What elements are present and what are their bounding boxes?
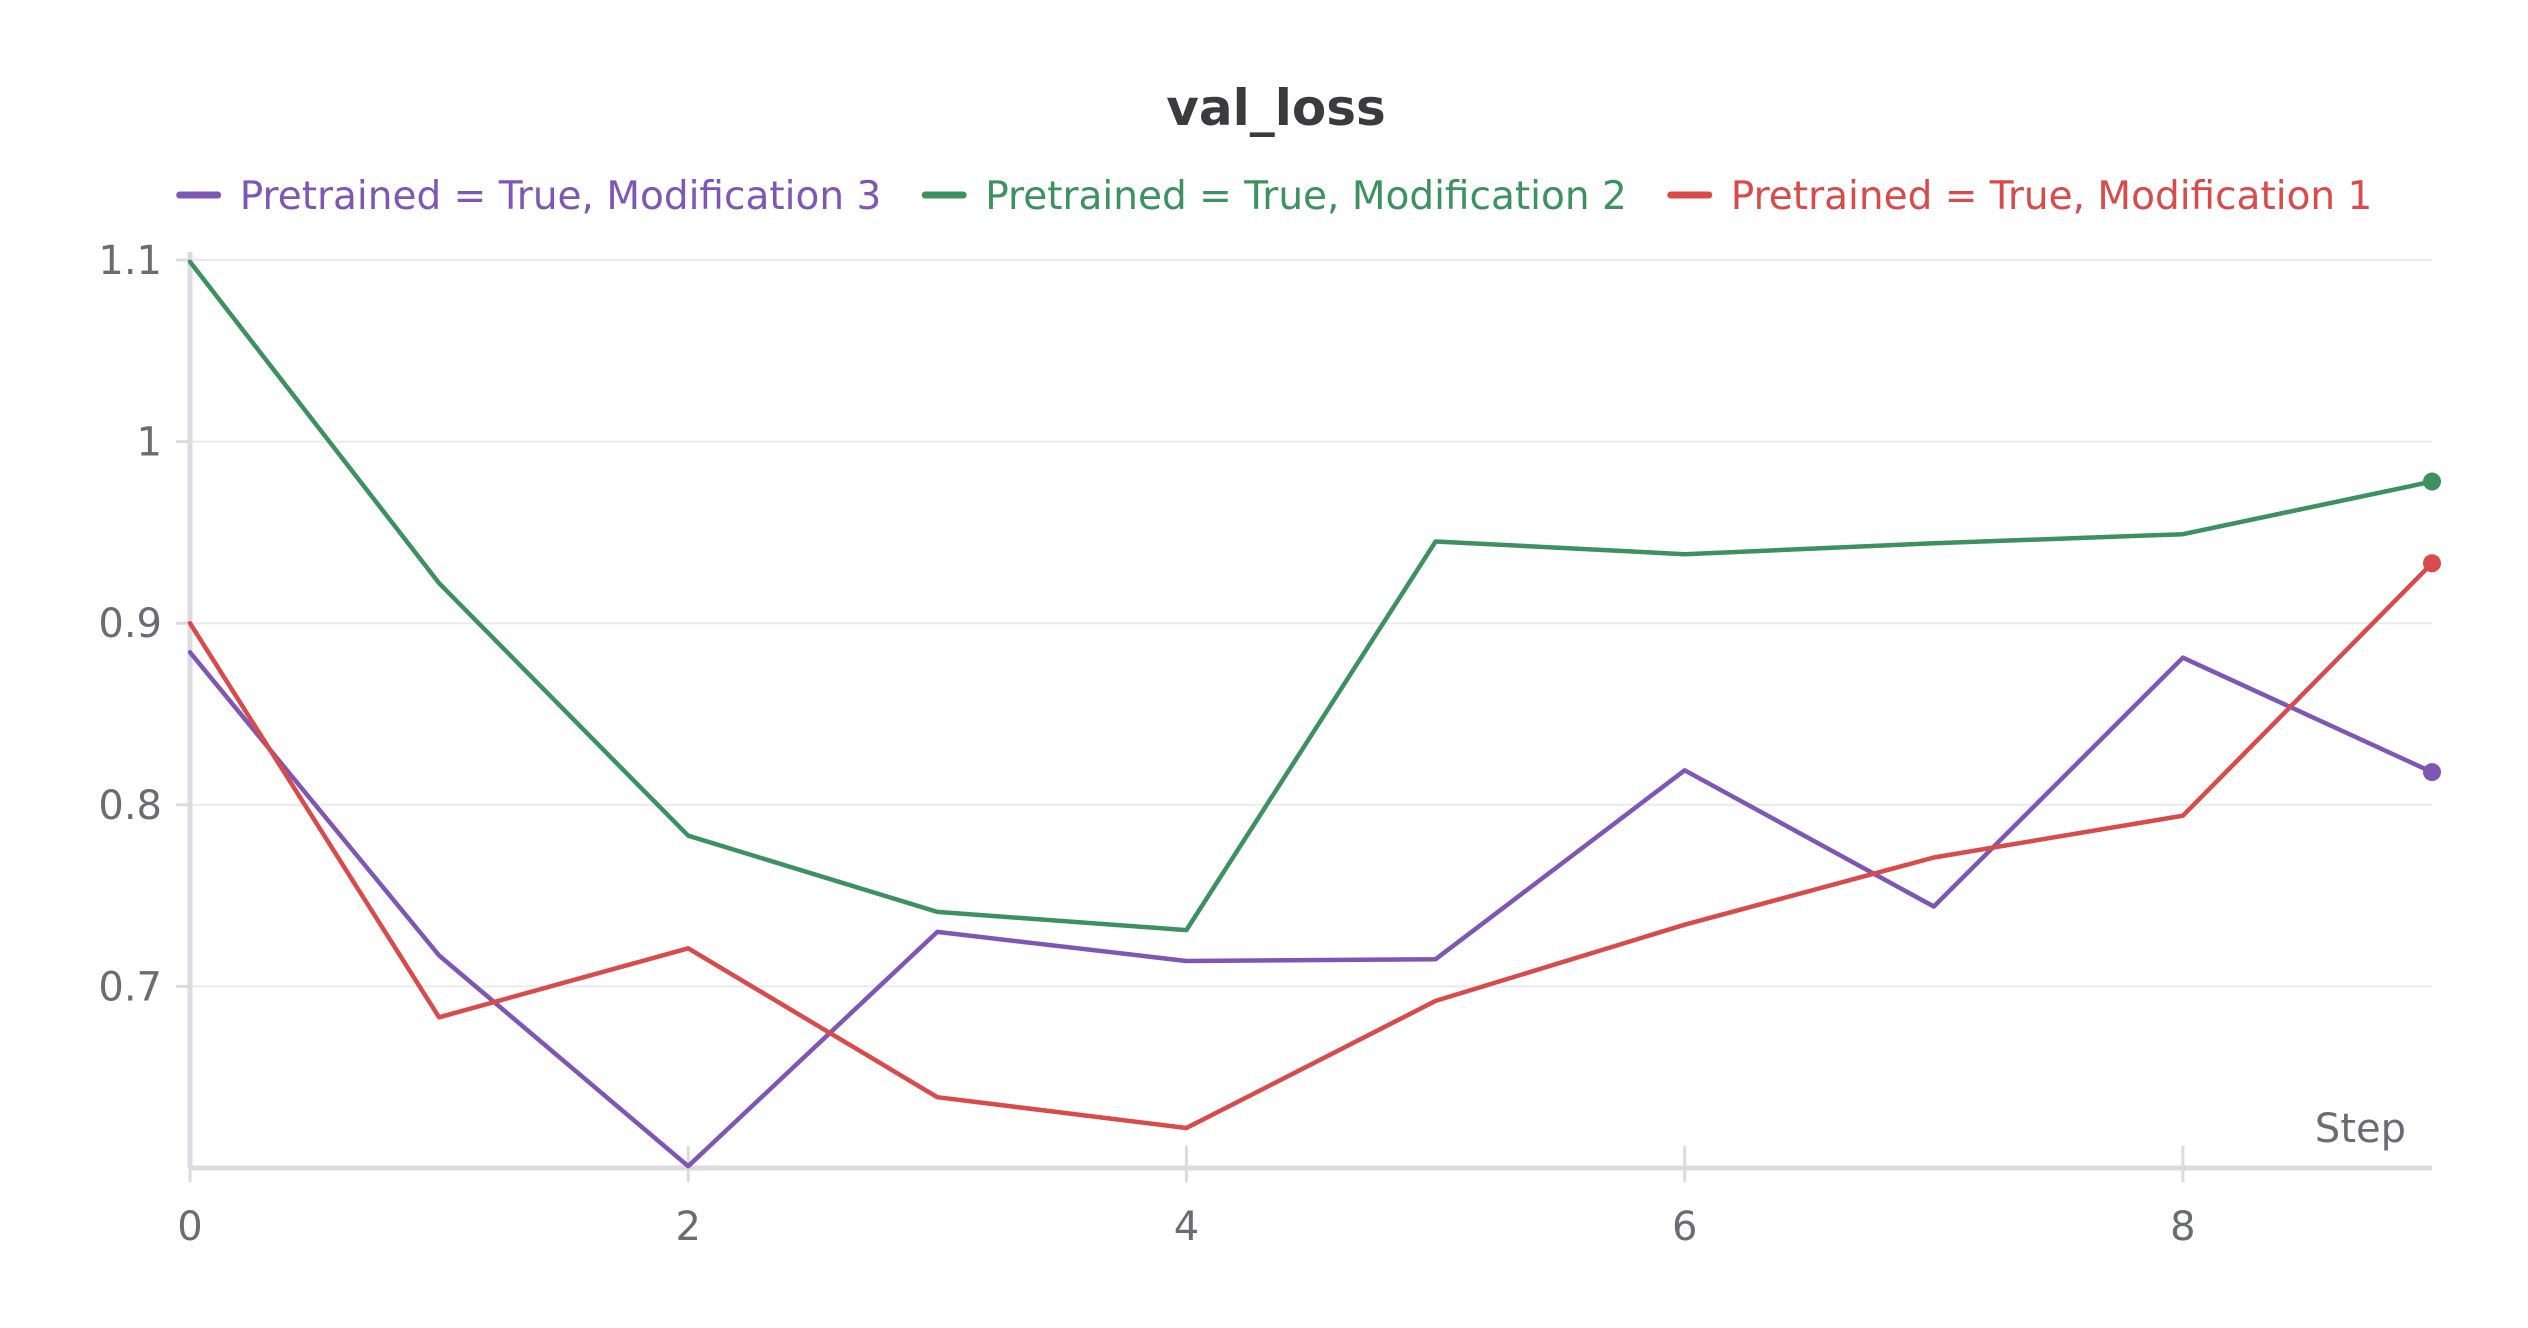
axes: 0.7 0.8 0.9 1 1.1 0 2 4 6 8 xyxy=(98,238,2432,1250)
series-end-point-3 xyxy=(2423,554,2441,573)
series-line-3 xyxy=(187,561,2435,1131)
series-lines xyxy=(187,259,2441,1169)
series-end-point-2 xyxy=(2423,472,2441,491)
series-line-2 xyxy=(187,259,2435,933)
x-tick-label: 8 xyxy=(2170,1204,2195,1250)
legend-item-3: Pretrained = True, Modification 1 xyxy=(1667,174,2373,219)
series-end-point-1 xyxy=(2423,763,2441,782)
legend-label: Pretrained = True, Modification 3 xyxy=(240,174,882,219)
x-tick-label: 0 xyxy=(177,1204,202,1250)
x-tick-label: 4 xyxy=(1174,1204,1199,1250)
legend-label: Pretrained = True, Modification 2 xyxy=(985,174,1627,219)
series-line-1 xyxy=(187,650,2435,1169)
grid-lines xyxy=(190,259,2432,988)
chart-title: val_loss xyxy=(1166,79,1385,137)
legend: Pretrained = True, Modification 3 Pretrai… xyxy=(176,174,2373,219)
x-tick-label: 6 xyxy=(1672,1204,1697,1250)
y-tick-label: 0.9 xyxy=(98,601,162,647)
legend-item-2: Pretrained = True, Modification 2 xyxy=(921,174,1627,219)
x-axis-title: Step xyxy=(2315,1106,2406,1152)
y-tick-label: 1 xyxy=(137,420,162,466)
x-tick-label: 2 xyxy=(675,1204,700,1250)
y-tick-label: 1.1 xyxy=(98,238,162,284)
y-tick-label: 0.8 xyxy=(98,783,162,829)
y-tick-label: 0.7 xyxy=(98,964,162,1010)
legend-item-1: Pretrained = True, Modification 3 xyxy=(176,174,882,219)
legend-label: Pretrained = True, Modification 1 xyxy=(1731,174,2373,219)
